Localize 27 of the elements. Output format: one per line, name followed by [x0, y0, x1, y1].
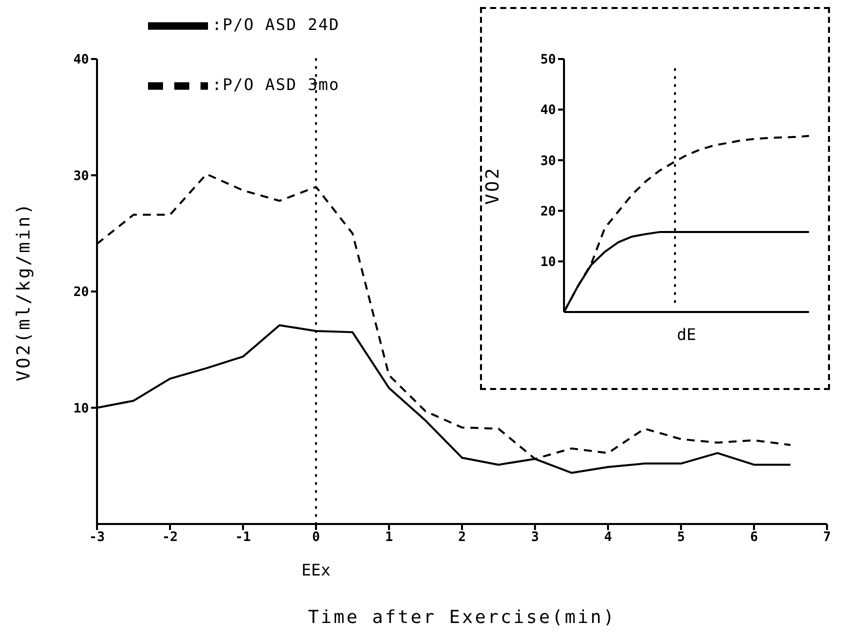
y-tick-label: 10: [540, 255, 556, 270]
y-tick-label: 20: [540, 204, 556, 220]
x-tick-label: -2: [162, 530, 178, 546]
x-tick-label: 3: [531, 530, 539, 546]
x-tick-label: 2: [458, 530, 466, 546]
x-tick-label: 4: [604, 530, 612, 546]
y-tick-label: 30: [73, 168, 90, 184]
y-tick-label: 30: [540, 154, 556, 169]
ref-line-label: EEx: [302, 560, 331, 580]
x-tick-label: 6: [750, 530, 758, 546]
x-tick-label: 0: [312, 530, 320, 546]
x-axis-title: Time after Exercise(min): [308, 607, 616, 628]
x-tick-label: -3: [89, 530, 105, 546]
y-tick-label: 10: [73, 401, 90, 416]
legend-label: :P/O ASD 24D: [212, 14, 340, 34]
y-tick-label: 40: [73, 52, 90, 68]
x-axis-title: dE: [676, 325, 696, 344]
x-tick-label: -1: [235, 530, 251, 546]
x-tick-label: 5: [677, 530, 685, 546]
y-tick-label: 50: [540, 52, 556, 68]
y-axis-title: VO2: [482, 166, 504, 205]
y-tick-label: 20: [73, 285, 90, 300]
x-tick-label: 7: [823, 530, 831, 546]
y-tick-label: 40: [540, 103, 556, 118]
legend-label: :P/O ASD 3mo: [212, 74, 340, 94]
y-axis-title: VO2(ml/kg/min): [13, 202, 34, 382]
x-tick-label: 1: [385, 530, 394, 546]
